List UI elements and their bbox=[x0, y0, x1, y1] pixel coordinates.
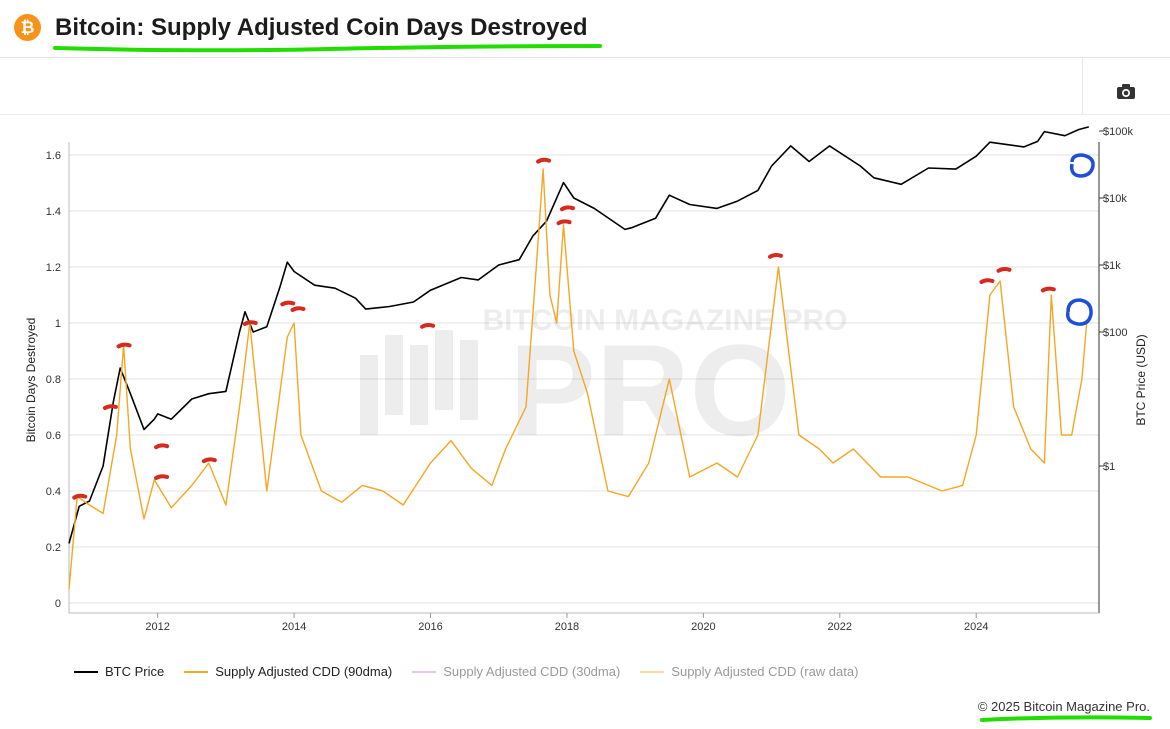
peak-marker bbox=[996, 267, 1012, 273]
watermark-pro: PRO bbox=[509, 317, 791, 463]
watermark-bar bbox=[410, 345, 428, 425]
toolbar-divider bbox=[1082, 57, 1083, 114]
x-tick-label: 2016 bbox=[418, 621, 442, 633]
y2-tick-label: $100k bbox=[1103, 126, 1133, 138]
watermark-logo-icon bbox=[360, 330, 478, 435]
peak-marker bbox=[116, 342, 132, 349]
y2-axis-label: BTC Price (USD) bbox=[1134, 334, 1148, 425]
y2-tick-label: $1 bbox=[1103, 461, 1115, 473]
watermark-bar bbox=[435, 330, 453, 410]
legend-label: BTC Price bbox=[105, 664, 165, 679]
copyright-footer: © 2025 Bitcoin Magazine Pro. bbox=[977, 699, 1150, 714]
x-tick-label: 2018 bbox=[555, 621, 579, 633]
peak-marker bbox=[290, 306, 306, 312]
y-tick-label: 1 bbox=[55, 318, 61, 330]
page-title: Bitcoin: Supply Adjusted Coin Days Destr… bbox=[55, 14, 588, 41]
footer-underline bbox=[980, 715, 1152, 722]
legend-item-btc-price[interactable]: BTC Price bbox=[74, 664, 164, 679]
y-tick-label: 1.4 bbox=[46, 206, 61, 218]
x-tick-label: 2022 bbox=[828, 621, 852, 633]
x-tick-label: 2012 bbox=[145, 621, 169, 633]
cdd-90dma-line bbox=[68, 168, 1088, 590]
y-axis-label: Bitcoin Days Destroyed bbox=[24, 318, 38, 443]
y-tick-label: 0.4 bbox=[46, 486, 61, 498]
peak-marker bbox=[242, 320, 258, 326]
peak-marker bbox=[201, 457, 217, 464]
camera-icon[interactable] bbox=[1112, 79, 1140, 101]
y2-tick-label: $100 bbox=[1103, 327, 1127, 339]
peak-marker bbox=[154, 474, 170, 480]
watermark-bar bbox=[360, 355, 378, 435]
y2-tick-label: $1k bbox=[1103, 260, 1121, 272]
peak-marker bbox=[154, 443, 170, 450]
legend-item-cdd-90dma[interactable]: Supply Adjusted CDD (90dma) bbox=[184, 664, 392, 679]
watermark-bar bbox=[460, 340, 478, 420]
peak-marker bbox=[420, 323, 436, 329]
bitcoin-logo-icon: ₿ bbox=[14, 14, 41, 41]
x-tick-label: 2020 bbox=[691, 621, 715, 633]
page-header: ₿ Bitcoin: Supply Adjusted Coin Days Des… bbox=[0, 0, 1170, 58]
legend-item-cdd-raw[interactable]: Supply Adjusted CDD (raw data) bbox=[640, 664, 858, 679]
btc-price-line bbox=[68, 126, 1090, 544]
y-tick-label: 0.6 bbox=[46, 430, 61, 442]
y-tick-label: 0.8 bbox=[46, 374, 61, 386]
peak-marker bbox=[280, 300, 296, 307]
peak-marker bbox=[979, 278, 995, 284]
peak-marker bbox=[767, 253, 783, 259]
legend-label: Supply Adjusted CDD (30dma) bbox=[443, 664, 621, 679]
y-tick-label: 0.2 bbox=[46, 542, 61, 554]
peak-marker bbox=[536, 157, 552, 164]
legend-item-cdd-30dma[interactable]: Supply Adjusted CDD (30dma) bbox=[412, 664, 620, 679]
y-tick-label: 1.6 bbox=[46, 150, 61, 162]
x-tick-label: 2024 bbox=[964, 621, 988, 633]
y2-tick-label: $10k bbox=[1103, 193, 1127, 205]
y-tick-label: 1.2 bbox=[46, 262, 61, 274]
current-price-circle bbox=[1069, 153, 1095, 178]
y-tick-label: 0 bbox=[55, 598, 61, 610]
watermark-bar bbox=[385, 335, 403, 415]
peak-marker bbox=[102, 404, 118, 410]
x-tick-label: 2014 bbox=[282, 621, 306, 633]
legend-label: Supply Adjusted CDD (raw data) bbox=[671, 664, 859, 679]
title-underline bbox=[53, 44, 602, 53]
peak-marker bbox=[559, 205, 575, 212]
peak-marker bbox=[1040, 286, 1056, 293]
peak-marker bbox=[556, 219, 572, 226]
peak-marker bbox=[72, 493, 88, 500]
current-cdd-circle bbox=[1065, 298, 1093, 326]
chart-toolbar bbox=[0, 57, 1170, 115]
legend-label: Supply Adjusted CDD (90dma) bbox=[215, 664, 393, 679]
chart-legend: BTC Price Supply Adjusted CDD (90dma) Su… bbox=[74, 664, 878, 679]
